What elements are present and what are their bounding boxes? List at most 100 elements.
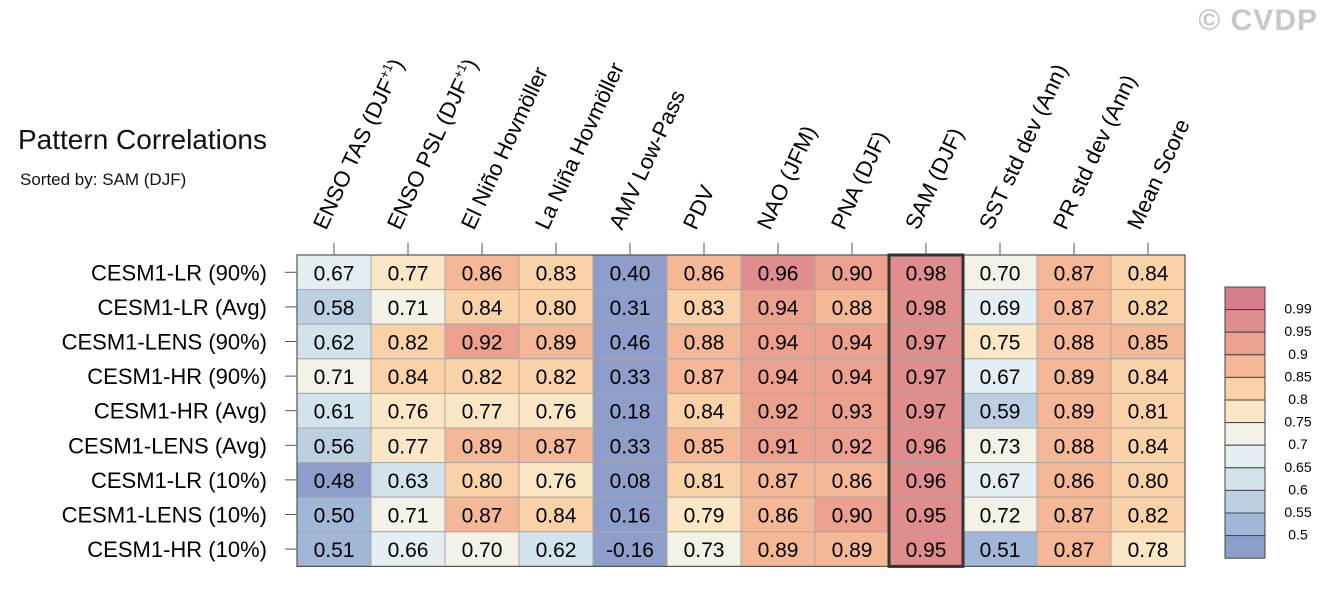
cell-value-label: 0.81 [684,470,725,493]
heatmap-cell [814,392,890,429]
heatmap-cell [444,323,520,360]
colorbar-segment [1224,286,1266,311]
heatmap-cell [1110,323,1186,360]
cell-value-label: 0.50 [314,505,355,528]
cell-value-label: 0.95 [906,505,947,528]
chart-subtitle: Sorted by: SAM (DJF) [20,170,187,189]
cell-value-label: 0.87 [684,366,725,389]
colorbar-tick-label: 0.8 [1288,391,1308,407]
cell-value-label: 0.62 [536,539,577,562]
cell-value-label: 0.98 [906,297,947,320]
cell-value-label: 0.90 [832,505,873,528]
heatmap-cell [592,531,668,567]
cell-value-label: 0.80 [462,470,503,493]
cell-value-label: 0.88 [684,332,725,355]
chart-title: Pattern Correlations [18,124,268,155]
heatmap-cell [518,427,594,464]
cell-value-label: 0.63 [388,470,429,493]
cell-value-label: 0.84 [1128,366,1169,389]
cell-value-label: 0.92 [832,435,873,458]
heatmap-cell [592,358,668,394]
heatmap-cell [888,496,964,533]
cell-value-label: 0.56 [314,435,355,458]
cell-value-label: 0.73 [684,539,725,562]
cell-value-label: 0.86 [684,262,725,285]
cell-value-label: 0.75 [980,332,1021,355]
cell-value-label: 0.85 [1128,332,1169,355]
cell-value-label: 0.70 [462,539,503,562]
heatmap-cell [666,496,742,533]
row-label: CESM1-HR (Avg) [94,399,267,424]
cell-value-label: 0.87 [1054,539,1095,562]
heatmap-cell [814,254,890,291]
heatmap-cell [592,392,668,429]
heatmap-cell [814,427,890,464]
colorbar-tick-label: 0.99 [1284,301,1311,317]
cell-value-label: 0.76 [536,401,577,424]
cell-value-label: 0.83 [684,297,725,320]
cell-value-label: 0.87 [462,505,503,528]
cell-value-label: 0.90 [832,262,873,285]
cell-value-label: 0.71 [388,297,429,320]
cell-value-label: 0.76 [388,401,429,424]
heatmap-cell [962,531,1038,567]
row-label: CESM1-LENS (90%) [62,330,267,355]
colorbar-segment [1224,354,1266,378]
heatmap-cell [592,289,668,325]
cell-value-label: 0.89 [1054,401,1095,424]
cell-value-label: 0.84 [684,401,725,424]
cell-value-label: 0.66 [388,539,429,562]
colorbar-segment [1224,489,1266,514]
heatmap-cell [962,427,1038,464]
cell-value-label: 0.95 [906,539,947,562]
column-label: AMV Low-Pass [604,86,690,233]
cell-value-label: 0.84 [1128,435,1169,458]
heatmap-cell [1036,462,1112,498]
heatmap-cell [1110,462,1186,498]
cell-value-label: 0.48 [314,470,355,493]
heatmap-cell [1036,531,1112,567]
heatmap-cell [1110,496,1186,533]
row-label: CESM1-LR (90%) [91,260,267,285]
cell-value-label: 0.89 [832,539,873,562]
heatmap-cell [518,462,594,498]
heatmap-cell [296,531,372,567]
cell-value-label: 0.59 [980,401,1021,424]
heatmap-cell [888,289,964,325]
cell-value-label: 0.33 [610,435,651,458]
heatmap-cell [296,323,372,360]
colorbar-tick-label: 0.9 [1288,346,1308,362]
heatmap-cell [518,392,594,429]
cell-value-label: 0.92 [758,401,799,424]
cell-value-label: 0.82 [536,366,577,389]
cell-value-label: 0.79 [684,505,725,528]
colorbar-segment [1224,331,1266,356]
cell-value-label: 0.94 [758,332,799,355]
cell-value-label: 0.62 [314,332,355,355]
cell-value-label: 0.82 [462,366,503,389]
heatmap-cell [666,531,742,567]
cell-value-label: 0.87 [1054,297,1095,320]
colorbar-tick-label: 0.55 [1284,504,1311,520]
colorbar-tick-label: 0.7 [1288,436,1308,452]
heatmap-cell [296,427,372,464]
cell-value-label: 0.58 [314,297,355,320]
heatmap-cell [1036,496,1112,533]
cell-value-label: 0.94 [758,366,799,389]
colorbar-segment [1224,399,1266,424]
heatmap-cell [592,496,668,533]
cell-value-label: 0.88 [1054,435,1095,458]
cell-value-label: 0.73 [980,435,1021,458]
cell-value-label: -0.16 [606,539,654,562]
heatmap-cell [666,358,742,394]
cell-value-label: 0.31 [610,297,651,320]
cell-value-label: 0.97 [906,332,947,355]
heatmap-cell [814,531,890,567]
column-label: PDV [678,181,720,233]
cell-value-label: 0.84 [1128,262,1169,285]
cell-value-label: 0.88 [832,297,873,320]
cell-value-label: 0.83 [536,262,577,285]
heatmap-cell [296,358,372,394]
cell-value-label: 0.81 [1128,401,1169,424]
